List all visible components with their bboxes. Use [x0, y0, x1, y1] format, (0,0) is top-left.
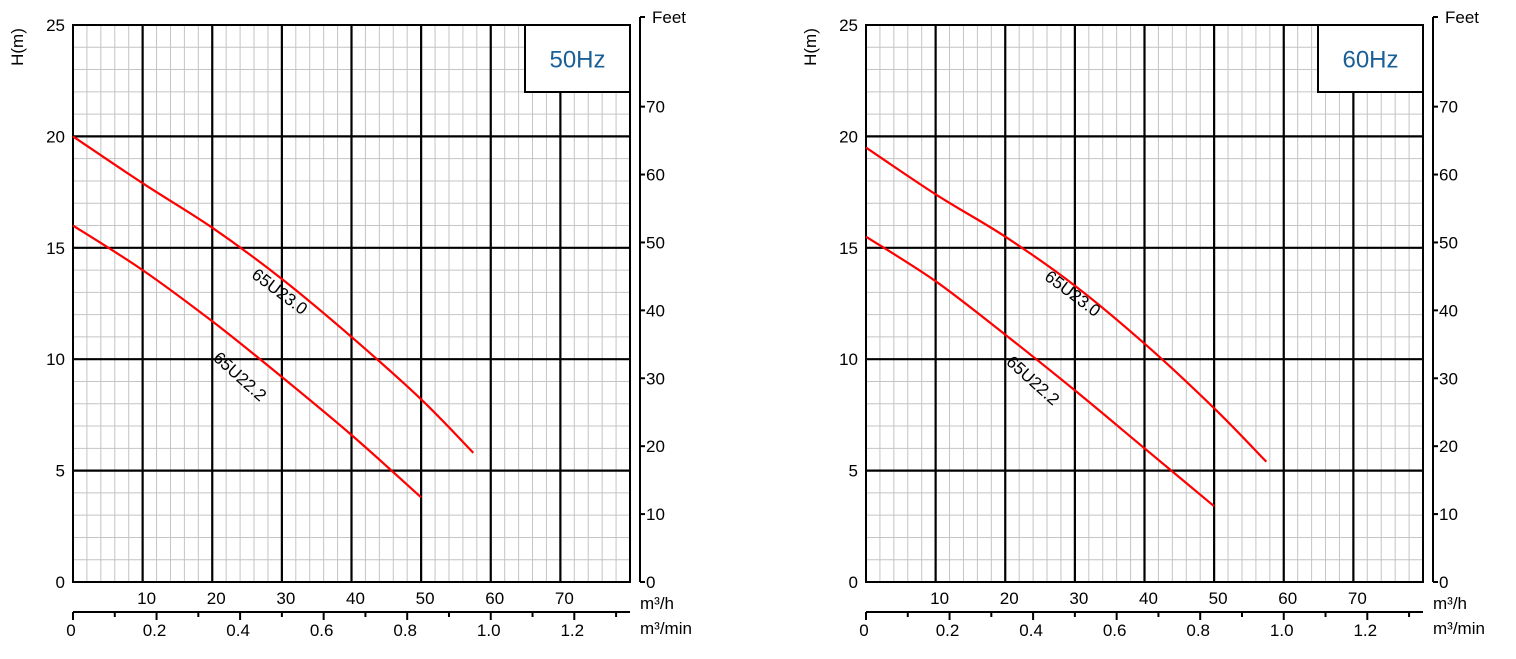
x2-tick-label: 0.6: [310, 621, 334, 640]
y-tick-label: 5: [849, 462, 858, 481]
y-tick-label: 20: [839, 127, 858, 146]
series-line-65U23.0: [72, 135, 475, 454]
series-label-65U23.0: 65U23.0: [1041, 267, 1104, 321]
y-axis-label: H(m): [8, 28, 27, 66]
x2-ticks: [865, 612, 1411, 620]
freq-label-box: 60Hz: [1317, 24, 1424, 93]
freq-label: 50Hz: [549, 47, 605, 74]
feet-axis-label: Feet: [652, 8, 686, 27]
feet-ticks: [640, 16, 645, 583]
x-tick-label: 30: [1069, 589, 1088, 608]
x-axis-m3min: 0 0.2 0.4 0.6 0.8 1.0 1.2 m³/min: [859, 611, 1485, 640]
y-tick-label: 0: [849, 573, 858, 592]
feet-tick-label: 60: [1439, 166, 1458, 185]
feet-tick-label: 60: [646, 166, 665, 185]
x-tick-label: 70: [1348, 589, 1367, 608]
x-tick-label: 40: [346, 589, 365, 608]
major-grid: [73, 25, 630, 582]
y-tick-label: 0: [56, 573, 65, 592]
series-curves: [72, 135, 475, 499]
freq-label: 60Hz: [1342, 47, 1398, 74]
y-tick-label: 15: [46, 239, 65, 258]
feet-axis: Feet 0 10 20 30 40 50 60 70: [639, 8, 686, 592]
feet-axis-label: Feet: [1445, 8, 1479, 27]
feet-tick-label: 50: [646, 233, 665, 252]
freq-label-box: 50Hz: [524, 24, 631, 93]
x-tick-label: 60: [485, 589, 504, 608]
y-tick-label: 25: [839, 16, 858, 35]
feet-tick-label: 0: [646, 573, 655, 592]
x2-unit-label: m³/min: [640, 619, 692, 638]
x2-tick-label: 0.4: [1019, 621, 1043, 640]
y-tick-label: 25: [46, 16, 65, 35]
x2-tick-label: 0.2: [143, 621, 167, 640]
chart-60hz: 60Hz 65U23.0 65U22.2 H(m) 0 5 10 15 20 2…: [801, 8, 1485, 640]
plot-frame: [865, 24, 1424, 583]
x-unit-label: m³/h: [640, 594, 674, 613]
y-tick-labels: 0 5 10 15 20 25: [839, 16, 858, 592]
y-tick-label: 10: [839, 350, 858, 369]
x-tick-label: 70: [555, 589, 574, 608]
series-label-65U23.0: 65U23.0: [248, 265, 311, 319]
x2-tick-label: 1.0: [1270, 621, 1294, 640]
major-grid: [866, 25, 1423, 582]
feet-tick-label: 70: [1439, 98, 1458, 117]
x-axis-m3min: 0 0.2 0.4 0.6 0.8 1.0 1.2 m³/min: [66, 611, 692, 640]
x-tick-label: 20: [1000, 589, 1019, 608]
x-tick-label: 10: [930, 589, 949, 608]
freq-label-frame: [1317, 24, 1424, 93]
chart-50hz: 50Hz 65U23.0 65U22.2 H(m) 0 5 10 15 20 2…: [8, 8, 692, 640]
y-tick-labels: 0 5 10 15 20 25: [46, 16, 65, 592]
x2-tick-label: 1.0: [477, 621, 501, 640]
x-tick-label: 30: [276, 589, 295, 608]
x2-tick-label: 0.8: [393, 621, 417, 640]
y-tick-label: 10: [46, 350, 65, 369]
feet-tick-label: 40: [1439, 301, 1458, 320]
feet-tick-label: 40: [646, 301, 665, 320]
x-tick-label: 20: [207, 589, 226, 608]
x2-tick-label: 1.2: [1353, 621, 1377, 640]
feet-tick-label: 30: [646, 369, 665, 388]
series-line-65U22.2: [865, 235, 1215, 508]
x-axis-m3h: 10 20 30 40 50 60 70 m³/h: [137, 589, 674, 613]
series-line-65U22.2: [72, 224, 422, 499]
x2-tick-label: 1.2: [560, 621, 584, 640]
freq-label-frame: [524, 24, 631, 93]
feet-ticks: [1433, 16, 1438, 583]
plot-frame: [72, 24, 631, 583]
series-line-65U23.0: [865, 146, 1268, 463]
feet-tick-label: 20: [1439, 437, 1458, 456]
x-tick-label: 60: [1278, 589, 1297, 608]
x2-unit-label: m³/min: [1433, 619, 1485, 638]
minor-grid: [73, 25, 630, 582]
feet-axis: Feet 0 10 20 30 40 50 60 70: [1432, 8, 1479, 592]
feet-tick-label: 30: [1439, 369, 1458, 388]
feet-tick-label: 20: [646, 437, 665, 456]
y-tick-label: 20: [46, 127, 65, 146]
feet-tick-label: 50: [1439, 233, 1458, 252]
y-tick-label: 15: [839, 239, 858, 258]
x-axis-m3h: 10 20 30 40 50 60 70 m³/h: [930, 589, 1467, 613]
x2-ticks: [72, 612, 618, 620]
series-curves: [865, 146, 1268, 508]
x-tick-label: 40: [1139, 589, 1158, 608]
x-tick-label: 10: [137, 589, 156, 608]
x-unit-label: m³/h: [1433, 594, 1467, 613]
feet-tick-label: 10: [1439, 505, 1458, 524]
x2-tick-label: 0: [859, 621, 868, 640]
y-tick-label: 5: [56, 462, 65, 481]
feet-tick-label: 70: [646, 98, 665, 117]
x2-tick-label: 0.4: [226, 621, 250, 640]
x-tick-label: 50: [416, 589, 435, 608]
y-axis-label: H(m): [801, 28, 820, 66]
x-tick-label: 50: [1209, 589, 1228, 608]
x2-tick-label: 0.8: [1186, 621, 1210, 640]
feet-tick-label: 0: [1439, 573, 1448, 592]
x2-tick-label: 0: [66, 621, 75, 640]
x2-tick-label: 0.2: [936, 621, 960, 640]
x2-tick-label: 0.6: [1103, 621, 1127, 640]
feet-tick-label: 10: [646, 505, 665, 524]
